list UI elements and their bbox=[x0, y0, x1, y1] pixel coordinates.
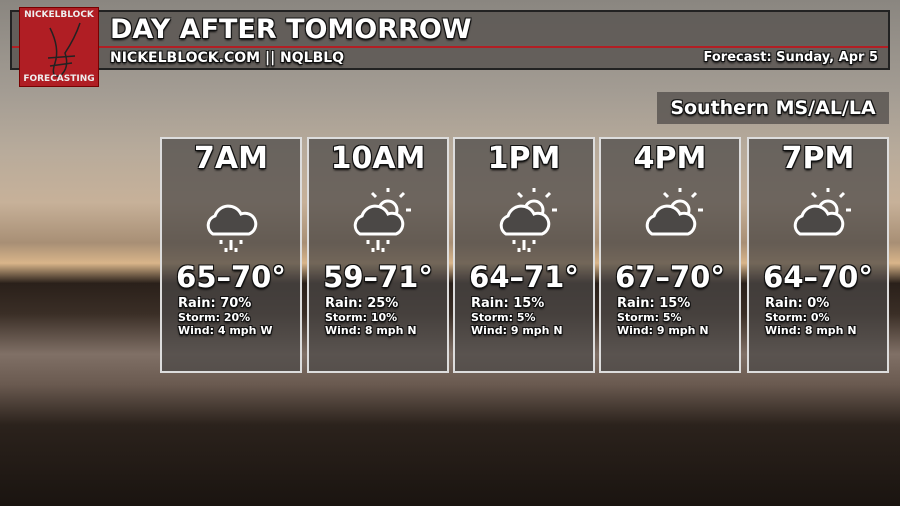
partly-cloudy-rain-icon bbox=[499, 188, 557, 252]
logo-top-text: NICKELBLOCK bbox=[24, 10, 94, 20]
storm-chance: Storm: 0% bbox=[765, 311, 830, 324]
rain-chance: Rain: 25% bbox=[325, 296, 399, 311]
partly-cloudy-icon bbox=[793, 188, 851, 236]
wind: Wind: 4 mph W bbox=[178, 324, 273, 337]
forecast-card-7pm: 7PM 64–70° Rain: 0% Storm: 0% Wind: 8 mp… bbox=[747, 137, 889, 373]
forecast-card-1pm: 1PM 64–71° Rain: 15% Storm: 5% Wind: 9 m… bbox=[453, 137, 595, 373]
temperature-range: 64–70° bbox=[763, 260, 873, 294]
partly-cloudy-icon bbox=[645, 188, 703, 236]
wind: Wind: 8 mph N bbox=[325, 324, 417, 337]
time-label: 7AM bbox=[194, 141, 268, 176]
time-label: 7PM bbox=[781, 141, 855, 176]
rain-chance: Rain: 15% bbox=[617, 296, 691, 311]
storm-chance: Storm: 5% bbox=[471, 311, 536, 324]
logo-glyph-icon bbox=[47, 22, 81, 77]
region-label: Southern MS/AL/LA bbox=[657, 92, 889, 124]
wind: Wind: 8 mph N bbox=[765, 324, 857, 337]
header-bar: DAY AFTER TOMORROW NICKELBLOCK.COM || NQ… bbox=[10, 10, 890, 70]
time-label: 4PM bbox=[633, 141, 707, 176]
forecast-card-4pm: 4PM 67–70° Rain: 15% Storm: 5% Wind: 9 m… bbox=[599, 137, 741, 373]
forecast-card-7am: 7AM 65–70° Rain: 70% Storm: 20% Wind: 4 … bbox=[160, 137, 302, 373]
page-title: DAY AFTER TOMORROW bbox=[110, 14, 472, 45]
rain-chance: Rain: 70% bbox=[178, 296, 252, 311]
storm-chance: Storm: 10% bbox=[325, 311, 398, 324]
temperature-range: 65–70° bbox=[176, 260, 286, 294]
logo-bottom-text: FORECASTING bbox=[23, 74, 95, 84]
rain-chance: Rain: 15% bbox=[471, 296, 545, 311]
forecast-card-10am: 10AM 59–71° Rain: 25% Storm: 10% Wind: 8… bbox=[307, 137, 449, 373]
temperature-range: 59–71° bbox=[323, 260, 433, 294]
time-label: 10AM bbox=[330, 141, 426, 176]
divider bbox=[12, 46, 888, 48]
storm-chance: Storm: 5% bbox=[617, 311, 682, 324]
forecast-date: Forecast: Sunday, Apr 5 bbox=[703, 50, 879, 65]
storm-chance: Storm: 20% bbox=[178, 311, 251, 324]
logo: NICKELBLOCK FORECASTING bbox=[19, 7, 99, 87]
temperature-range: 64–71° bbox=[469, 260, 579, 294]
time-label: 1PM bbox=[487, 141, 561, 176]
wind: Wind: 9 mph N bbox=[617, 324, 709, 337]
subtitle: NICKELBLOCK.COM || NQLBLQ bbox=[110, 50, 345, 66]
cloud-rain-icon bbox=[206, 204, 258, 252]
wind: Wind: 9 mph N bbox=[471, 324, 563, 337]
partly-cloudy-rain-icon bbox=[353, 188, 411, 252]
rain-chance: Rain: 0% bbox=[765, 296, 830, 311]
temperature-range: 67–70° bbox=[615, 260, 725, 294]
